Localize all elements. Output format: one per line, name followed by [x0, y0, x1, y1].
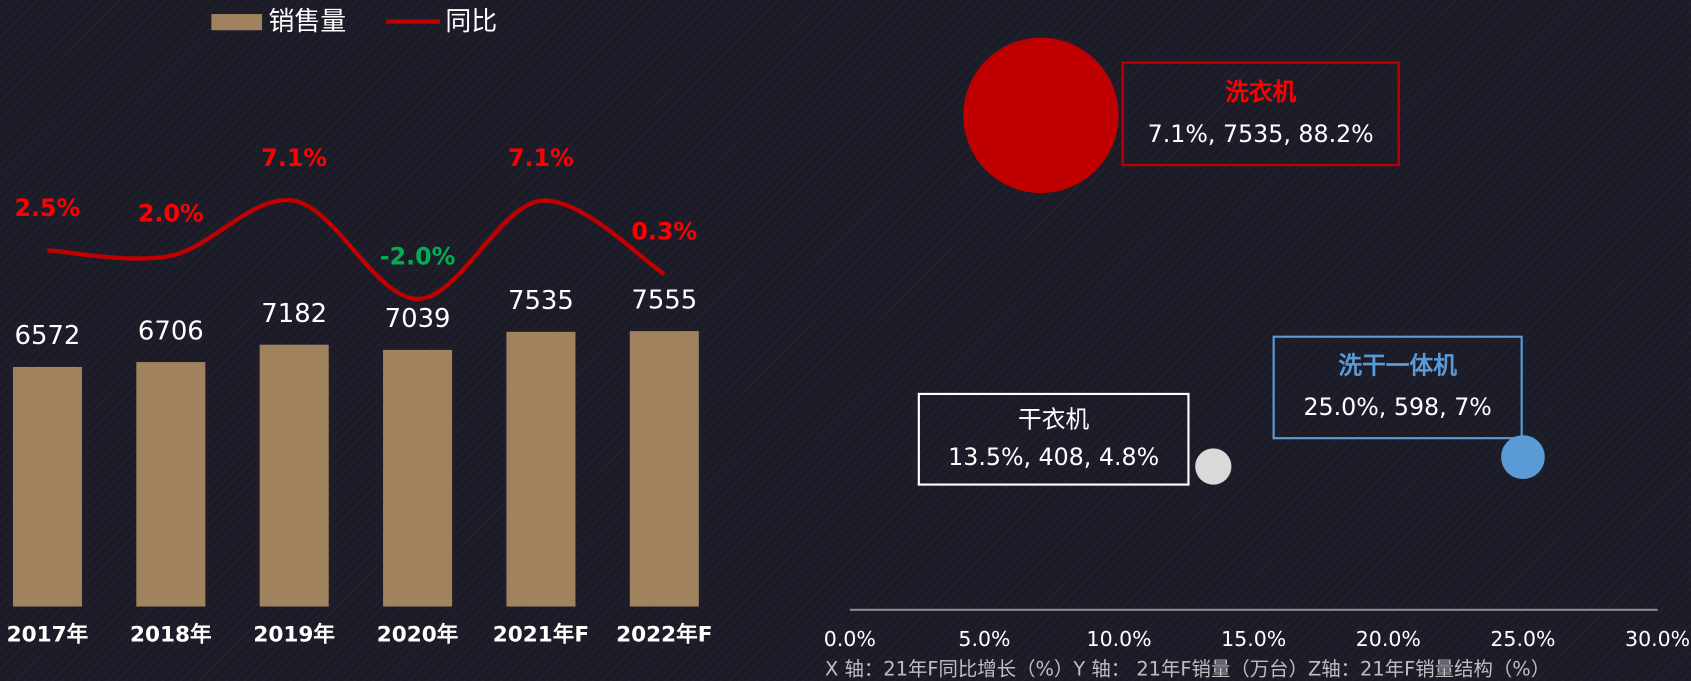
- x-tick-label: 5.0%: [958, 627, 1010, 651]
- bar: [12, 366, 82, 607]
- legend-label: 销售量: [269, 7, 347, 37]
- line: [47, 197, 666, 302]
- legend-swatch: [211, 14, 263, 31]
- bar-value-label: 7555: [631, 285, 697, 315]
- line-value-label: 7.1%: [261, 144, 327, 172]
- x-tick-label: 2021年F: [493, 622, 589, 648]
- x-tick-label: 2022年F: [616, 622, 712, 648]
- point-label: 7.1%, 7535, 88.2%: [1148, 120, 1374, 148]
- x-tick-label: 2018年: [130, 622, 212, 648]
- bar-value-label: 6706: [138, 316, 204, 346]
- x-tick-label: 25.0%: [1490, 627, 1555, 651]
- label-box: [917, 392, 1190, 486]
- line-value-label: 2.5%: [15, 194, 81, 222]
- x-tick-label: 30.0%: [1625, 627, 1690, 651]
- x-tick-label: 15.0%: [1221, 627, 1286, 651]
- axis-note: X 轴：21年F同比增长（%）Y 轴： 21年F销量（万台）Z轴：21年F销量结…: [825, 658, 1550, 681]
- bar-value-label: 6572: [15, 321, 81, 351]
- line-value-label: 7.1%: [508, 144, 574, 172]
- bar-value-label: 7182: [261, 299, 327, 329]
- bubble: [1501, 435, 1545, 480]
- legend-label: 同比: [445, 7, 497, 37]
- point-label: 25.0%, 598, 7%: [1303, 393, 1491, 421]
- bar: [259, 344, 329, 607]
- bar: [629, 331, 699, 607]
- x-tick-label: 20.0%: [1356, 627, 1421, 651]
- x-tick-label: 2019年: [253, 622, 335, 648]
- bar-value-label: 7039: [385, 304, 451, 334]
- line-value-label: -2.0%: [380, 242, 456, 270]
- line-value-label: 2.0%: [138, 199, 204, 227]
- point-name: 洗干一体机: [1338, 352, 1457, 380]
- x-tick-label: 0.0%: [824, 627, 876, 651]
- x-tick-label: 2020年: [377, 622, 459, 648]
- label-box: [1121, 61, 1400, 167]
- line-value-label: 0.3%: [631, 218, 697, 246]
- bar: [506, 331, 576, 607]
- label-box: [1272, 335, 1523, 440]
- point-name: 洗衣机: [1225, 78, 1296, 106]
- point-label: 13.5%, 408, 4.8%: [948, 443, 1159, 471]
- x-tick-label: 10.0%: [1087, 627, 1152, 651]
- bar: [383, 349, 453, 607]
- bubble: [1195, 448, 1232, 485]
- bubble: [963, 37, 1119, 194]
- bar-value-label: 7535: [508, 286, 574, 316]
- bar: [136, 362, 206, 607]
- point-name: 干衣机: [1018, 406, 1089, 434]
- x-tick-label: 2017年: [7, 622, 89, 648]
